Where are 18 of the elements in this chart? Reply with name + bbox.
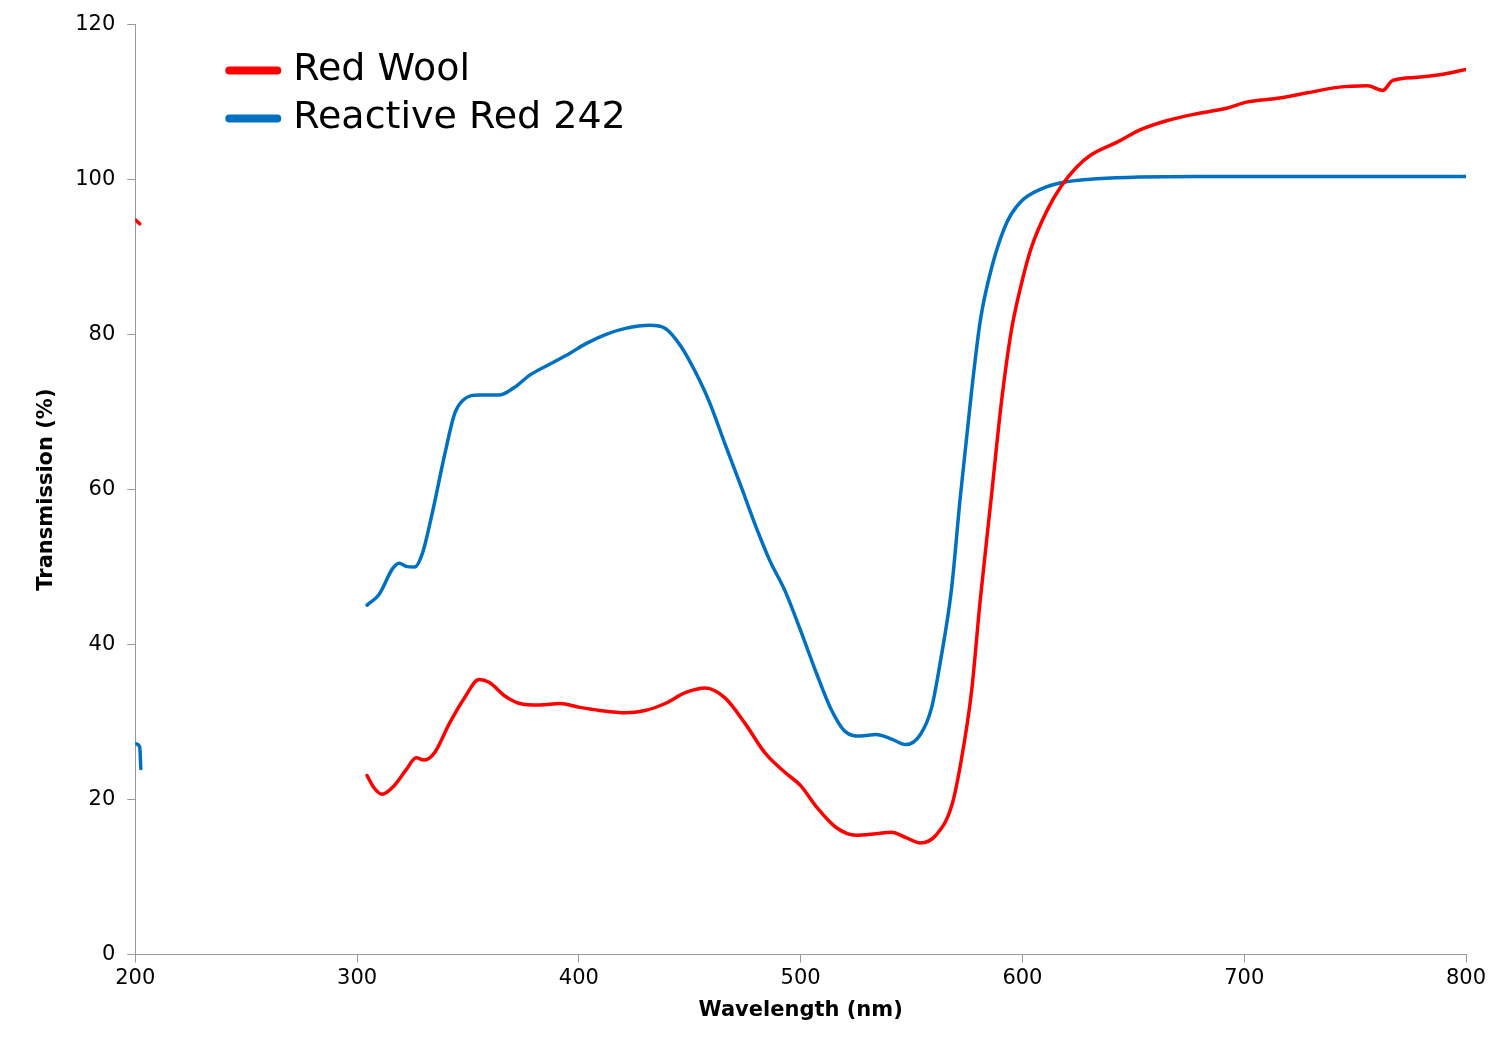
legend-label: Reactive Red 242 — [293, 93, 626, 138]
y-tick-label: 60 — [88, 476, 116, 501]
y-tick-label: 0 — [101, 941, 116, 966]
x-tick-label: 700 — [1224, 964, 1265, 989]
y-tick-label: 40 — [88, 631, 116, 656]
y-tick-label: 80 — [88, 321, 116, 346]
x-tick-label: 800 — [1445, 964, 1487, 989]
x-axis-title: Wavelength (nm) — [698, 996, 903, 1021]
x-tick-label: 500 — [780, 964, 821, 989]
x-tick-label: 600 — [1002, 964, 1043, 989]
y-axis-title: Transmission (%) — [33, 388, 58, 591]
y-tick-label: 100 — [75, 166, 116, 191]
y-tick-label: 20 — [88, 786, 116, 811]
x-tick-label: 300 — [337, 964, 378, 989]
legend-label: Red Wool — [293, 45, 470, 90]
y-tick-label: 120 — [75, 11, 116, 36]
x-tick-label: 200 — [115, 964, 156, 989]
x-tick-label: 400 — [558, 964, 599, 989]
